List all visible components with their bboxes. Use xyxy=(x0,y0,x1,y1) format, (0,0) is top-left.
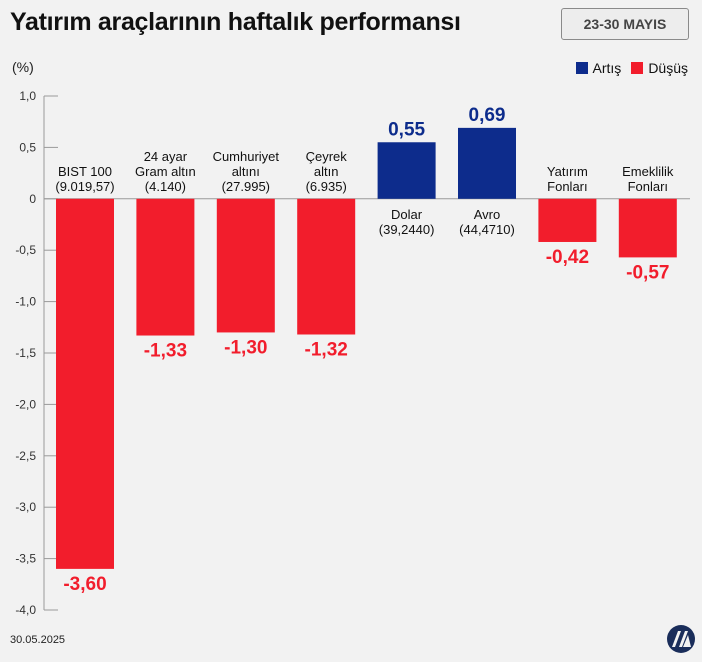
category-label: Fonları xyxy=(628,179,668,194)
category-label: Yatırım xyxy=(547,164,588,179)
category-label: Cumhuriyet xyxy=(213,149,280,164)
legend-item-decrease: Düşüş xyxy=(631,60,688,76)
bar xyxy=(56,198,114,569)
legend-label-decrease: Düşüş xyxy=(648,60,688,76)
bar-value-label: -1,33 xyxy=(144,341,187,362)
legend: Artış Düşüş xyxy=(575,60,688,76)
category-label: altını xyxy=(232,164,260,179)
y-tick-label: -3,0 xyxy=(15,500,36,514)
legend-item-increase: Artış xyxy=(575,60,622,76)
bar xyxy=(377,142,436,199)
date-range-badge: 23-30 MAYIS xyxy=(561,8,689,40)
category-label: (39,2440) xyxy=(379,222,435,237)
bar-value-label: -3,60 xyxy=(63,574,106,595)
category-label: Çeyrek xyxy=(306,149,348,164)
publish-date: 30.05.2025 xyxy=(10,634,66,646)
bar xyxy=(136,198,195,336)
category-label: Gram altın xyxy=(135,164,196,179)
bar-value-label: 0,69 xyxy=(469,105,506,126)
y-tick-label: -0,5 xyxy=(15,243,36,257)
y-tick-label: -2,0 xyxy=(15,397,36,411)
bar xyxy=(458,127,516,199)
category-label: Emeklilik xyxy=(622,164,674,179)
bar-value-label: 0,55 xyxy=(388,119,425,140)
category-label: 24 ayar xyxy=(144,149,188,164)
category-label: (27.995) xyxy=(222,179,270,194)
category-label: Fonları xyxy=(547,179,587,194)
y-tick-label: -1,5 xyxy=(15,346,36,360)
y-tick-label: -2,5 xyxy=(15,449,36,463)
y-tick-label: 1,0 xyxy=(19,89,36,103)
bar-value-label: -1,32 xyxy=(305,339,348,360)
bar xyxy=(538,198,597,242)
bar-value-label: -0,42 xyxy=(546,247,589,268)
bar xyxy=(216,198,275,333)
y-tick-label: -4,0 xyxy=(15,603,36,617)
y-tick-label: 0 xyxy=(29,192,36,206)
y-tick-label: -1,0 xyxy=(15,295,36,309)
bar xyxy=(297,198,356,335)
bar xyxy=(618,198,677,258)
category-label: Avro xyxy=(474,207,501,222)
bar-value-label: -1,30 xyxy=(224,337,267,358)
y-tick-label: -3,5 xyxy=(15,552,36,566)
category-label: BIST 100 xyxy=(58,164,112,179)
category-label: (4.140) xyxy=(145,179,186,194)
bar-value-label: -0,57 xyxy=(626,262,669,283)
legend-swatch-increase xyxy=(575,62,588,74)
legend-label-increase: Artış xyxy=(592,60,622,76)
y-axis-label: (%) xyxy=(12,59,34,75)
y-tick-label: 0,5 xyxy=(19,140,36,154)
category-label: (44,4710) xyxy=(459,222,515,237)
aa-logo-icon xyxy=(667,625,695,653)
category-label: altın xyxy=(314,164,339,179)
chart-title: Yatırım araçlarının haftalık performansı xyxy=(10,8,461,36)
legend-swatch-decrease xyxy=(631,62,644,74)
category-label: Dolar xyxy=(391,207,423,222)
category-label: (6.935) xyxy=(306,179,347,194)
category-label: (9.019,57) xyxy=(55,179,114,194)
